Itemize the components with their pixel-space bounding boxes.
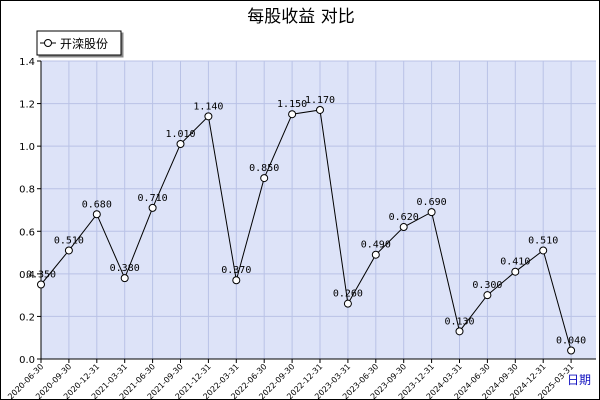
series-points <box>37 105 576 355</box>
data-point <box>539 246 548 255</box>
data-point <box>343 299 352 308</box>
y-tick-label: 1.0 <box>19 142 35 153</box>
data-point <box>371 250 380 259</box>
series-line-kailuan <box>40 109 572 351</box>
data-point <box>92 210 101 219</box>
data-label: 0.300 <box>472 280 502 291</box>
y-tick-label: 0.4 <box>19 270 35 281</box>
data-label: 0.040 <box>556 335 586 346</box>
data-point <box>483 291 492 300</box>
data-label: 0.680 <box>82 199 112 210</box>
data-label: 1.150 <box>277 99 307 110</box>
data-label: 0.490 <box>361 240 391 251</box>
data-label: 0.510 <box>528 235 558 246</box>
data-label: 0.510 <box>54 235 84 246</box>
data-point <box>176 140 185 149</box>
data-label: 0.690 <box>417 197 447 208</box>
data-label: 0.380 <box>110 263 140 274</box>
data-point <box>148 203 157 212</box>
y-tick-label: 0.2 <box>19 312 35 323</box>
legend-marker-icon <box>44 39 52 47</box>
data-point <box>455 327 464 336</box>
y-tick-label: 1.4 <box>19 57 35 68</box>
y-tick-label: 0.8 <box>19 185 35 196</box>
data-point <box>399 223 408 232</box>
data-point <box>120 274 129 283</box>
data-label: 0.710 <box>138 193 168 204</box>
data-label: 0.350 <box>26 270 56 281</box>
data-label: 1.010 <box>165 129 195 140</box>
data-point <box>64 246 73 255</box>
data-point <box>260 174 269 183</box>
data-point <box>232 276 241 285</box>
chart-title: 每股收益 对比 <box>247 7 354 27</box>
data-labels: 0.350 0.510 0.680 0.380 0.710 1.010 1.140 0.370… <box>26 95 586 347</box>
data-point <box>427 208 436 217</box>
data-label: 0.410 <box>500 257 530 268</box>
y-tick-label: 0.0 <box>19 355 35 366</box>
legend-entry: 开滦股份 <box>60 36 108 51</box>
x-axis-title: 日期 <box>567 373 591 387</box>
y-tick-label: 1.2 <box>19 100 35 111</box>
data-label: 1.170 <box>305 95 335 106</box>
y-axis-ticks: 0.0 0.2 0.4 0.6 0.8 1.0 1.2 1.4 <box>19 57 41 366</box>
data-label: 1.140 <box>193 101 223 112</box>
data-point <box>37 280 45 289</box>
data-point <box>204 112 213 121</box>
y-tick-label: 0.6 <box>19 227 35 238</box>
data-point <box>511 267 520 276</box>
x-axis-ticks: 2020-06-302020-09-302020-12-312021-03-31… <box>6 359 576 399</box>
data-label: 0.370 <box>221 265 251 276</box>
data-label: 0.130 <box>444 316 474 327</box>
data-label: 0.260 <box>333 289 363 300</box>
data-point <box>567 346 576 355</box>
legend: 开滦股份 <box>36 30 122 56</box>
data-point <box>316 105 324 114</box>
data-label: 0.850 <box>249 163 279 174</box>
data-point <box>288 110 297 119</box>
data-label: 0.620 <box>389 212 419 223</box>
